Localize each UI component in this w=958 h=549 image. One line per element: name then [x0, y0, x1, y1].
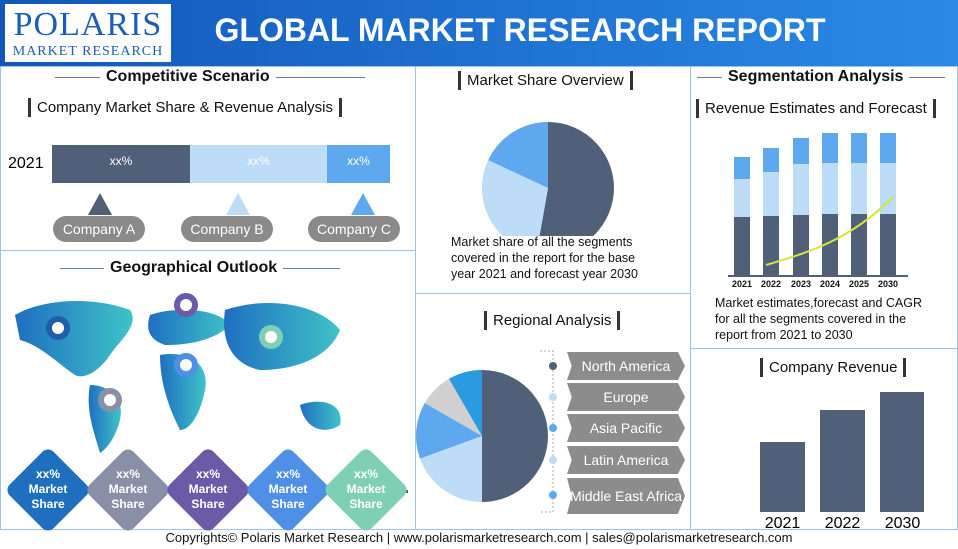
logo: POLARIS MARKET RESEARCH — [5, 4, 171, 62]
caption: Market share of all the segments covered… — [451, 235, 638, 281]
company-label: Company A — [53, 216, 145, 242]
year-label: 2021 — [8, 155, 44, 172]
report-title: GLOBAL MARKET RESEARCH REPORT — [214, 12, 826, 48]
regional-pie — [415, 350, 557, 513]
region-label: Europe — [567, 383, 685, 411]
year-label: 2022 — [824, 515, 861, 532]
share-bar: xx% — [190, 145, 327, 183]
year-label: 2025 — [848, 279, 870, 289]
section-title: Competitive Scenario — [100, 68, 276, 86]
badge-label: Market — [188, 482, 228, 496]
logo-tagline: MARKET RESEARCH — [12, 44, 164, 59]
badge-label: Market — [346, 482, 386, 496]
revenue-bar — [760, 442, 805, 512]
badge-value: xx% — [195, 467, 221, 481]
year-label: 2030 — [884, 515, 921, 532]
section-title: Company Revenue — [760, 358, 907, 377]
year-label: 2021 — [764, 515, 801, 532]
section-title: Segmentation Analysis — [722, 68, 910, 86]
company-label: Company C — [308, 216, 400, 242]
year-label: 2022 — [760, 279, 782, 289]
badge-label: Market — [108, 482, 148, 496]
badge-label: Share — [191, 497, 225, 511]
badge-label: Share — [31, 497, 65, 511]
pie — [482, 122, 614, 236]
badge-label: Share — [111, 497, 145, 511]
badge-value: xx% — [275, 467, 301, 481]
region-label: Middle East Africa — [567, 478, 685, 514]
caption: Market estimates,forecast and CAGR for a… — [715, 296, 923, 342]
section-title: Regional Analysis — [484, 311, 621, 330]
region-label: Latin America — [567, 446, 685, 474]
year-label: 2030 — [877, 279, 899, 289]
section-subtitle: Company Market Share & Revenue Analysis — [28, 98, 342, 117]
badge-label: Market — [268, 482, 308, 496]
badge-label: Share — [349, 497, 383, 511]
year-label: 2023 — [790, 279, 812, 289]
section-title: Market Share Overview — [458, 71, 633, 90]
revenue-bar — [820, 410, 865, 512]
badge-value: xx% — [35, 467, 61, 481]
year-label: 2021 — [731, 279, 753, 289]
world-map — [15, 293, 341, 453]
badge-value: xx% — [353, 467, 379, 481]
badge-value: xx% — [115, 467, 141, 481]
share-bar: xx% — [327, 145, 390, 183]
region-label: Asia Pacific — [567, 414, 685, 442]
year-label: 2024 — [819, 279, 841, 289]
badge-label: Share — [271, 497, 305, 511]
revenue-bar — [880, 392, 924, 512]
share-bar: xx% — [52, 145, 190, 183]
footer: Copyrights© Polaris Market Research | ww… — [165, 530, 793, 545]
section-title: Geographical Outlook — [104, 259, 284, 277]
section-subtitle: Revenue Estimates and Forecast — [696, 99, 936, 118]
stacked-bars — [728, 133, 908, 277]
markers — [88, 193, 375, 215]
region-label: North America — [567, 352, 685, 380]
logo-name: POLARIS — [13, 6, 163, 43]
company-label: Company B — [181, 216, 273, 242]
badge-label: Market — [28, 482, 68, 496]
